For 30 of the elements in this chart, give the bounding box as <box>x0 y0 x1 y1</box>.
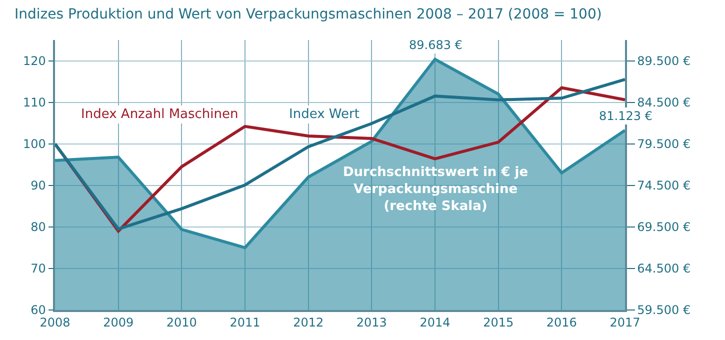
y-tick-label: 90 <box>30 178 46 193</box>
x-tick-label: 2010 <box>166 315 197 330</box>
x-tick-label: 2013 <box>356 315 387 330</box>
x-tick-label: 2012 <box>293 315 324 330</box>
x-tick-label: 2014 <box>420 315 450 330</box>
x-tick-label: 2016 <box>546 315 577 330</box>
y-tick-label: 70 <box>30 262 46 276</box>
y2-tick-label: 89.500 € <box>637 54 691 68</box>
chart-title: Indizes Produktion und Wert von Verpackungsmaschinen 2008 – 2017 (2008 = 100) <box>14 6 602 22</box>
y2-tick-label: 84.500 € <box>637 96 691 110</box>
y2-tick-label: 74.500 € <box>637 178 691 193</box>
y2-tick-label: 79.500 € <box>637 137 691 152</box>
data-label: 81.123 € <box>599 109 652 123</box>
y2-tick-label: 64.500 € <box>637 262 691 276</box>
series-label: Index Anzahl Maschinen <box>81 107 238 122</box>
x-tick-label: 2015 <box>483 315 514 330</box>
x-tick-label: 2008 <box>40 315 70 330</box>
series-label: Index Wert <box>289 107 360 122</box>
y-tick-label: 100 <box>22 137 46 152</box>
x-tick-label: 2009 <box>103 315 134 330</box>
y2-tick-label: 59.500 € <box>637 303 691 318</box>
data-label: 89.683 € <box>409 38 462 52</box>
x-tick-label: 2011 <box>230 315 260 330</box>
y2-tick-label: 69.500 € <box>637 220 691 234</box>
y-tick-label: 60 <box>30 303 46 318</box>
y-tick-label: 80 <box>30 220 46 234</box>
y-tick-label: 120 <box>22 54 46 68</box>
series-label: Durchschnittswert in € je Verpackungsmaschine (rechte Skala) <box>343 165 528 214</box>
x-tick-label: 2017 <box>610 315 640 330</box>
y-tick-label: 110 <box>22 96 46 110</box>
